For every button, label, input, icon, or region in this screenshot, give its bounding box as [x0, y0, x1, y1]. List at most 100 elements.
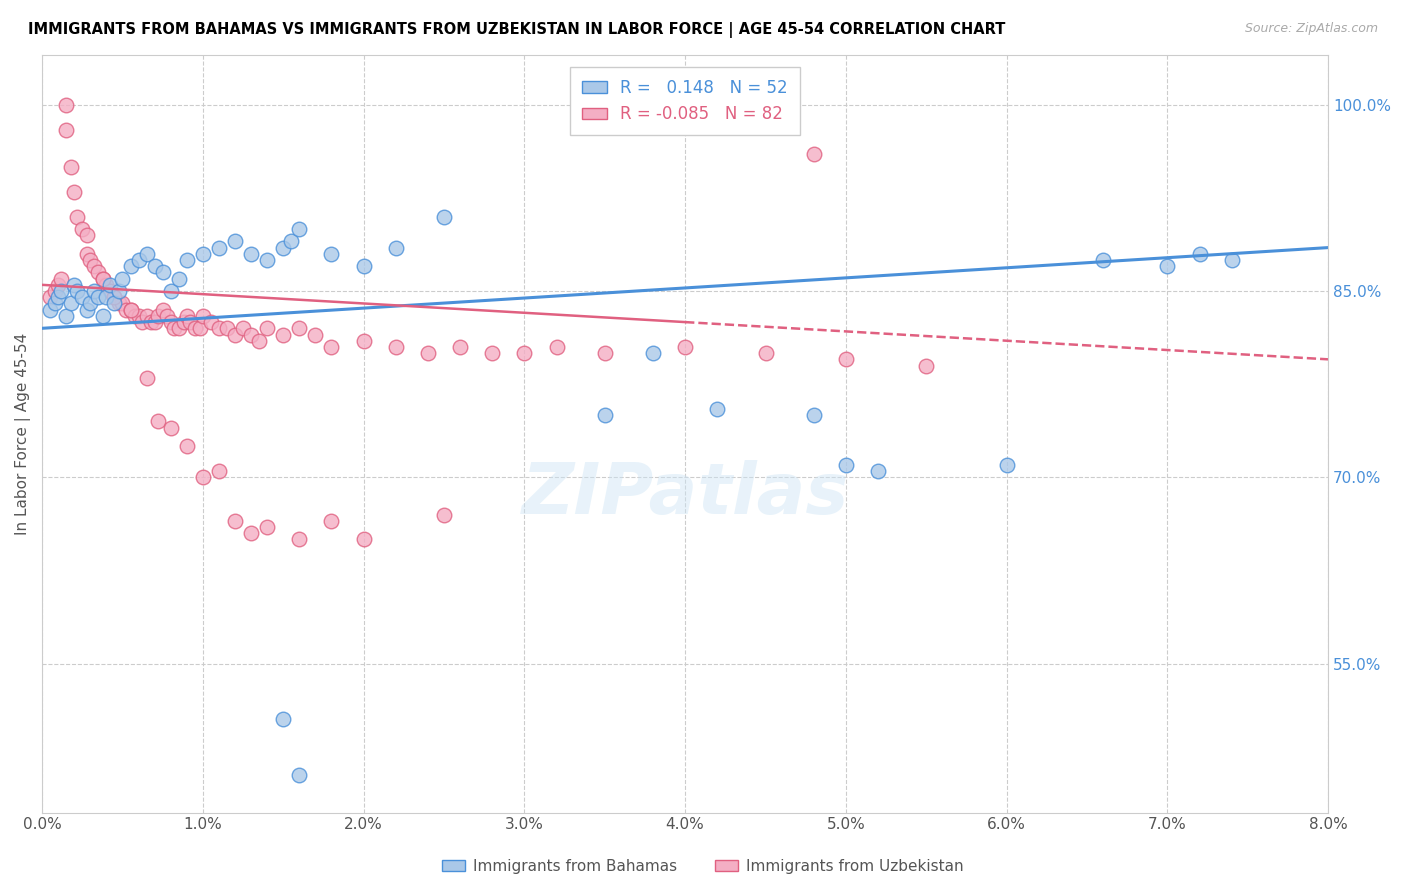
Point — [66, 210, 89, 224]
Point — [51, 284, 73, 298]
Point — [280, 235, 302, 249]
Point — [271, 713, 294, 727]
Point — [163, 321, 186, 335]
Point — [103, 296, 125, 310]
Point — [321, 247, 343, 261]
Point — [188, 321, 211, 335]
Point — [384, 340, 406, 354]
Point — [87, 290, 110, 304]
Point — [191, 309, 214, 323]
Point — [915, 359, 938, 373]
Point — [120, 302, 142, 317]
Point — [176, 439, 198, 453]
Point — [111, 271, 134, 285]
Point — [39, 302, 62, 317]
Point — [641, 346, 664, 360]
Point — [55, 97, 77, 112]
Point — [91, 309, 114, 323]
Point — [44, 284, 66, 298]
Point — [55, 309, 77, 323]
Point — [224, 327, 246, 342]
Point — [449, 340, 471, 354]
Point — [288, 768, 311, 782]
Point — [288, 222, 311, 236]
Point — [60, 296, 83, 310]
Point — [103, 290, 125, 304]
Point — [1092, 252, 1115, 267]
Point — [63, 277, 86, 292]
Point — [79, 252, 101, 267]
Point — [706, 402, 728, 417]
Point — [1220, 252, 1243, 267]
Point — [114, 302, 136, 317]
Point — [866, 464, 889, 478]
Point — [51, 271, 73, 285]
Point — [108, 296, 131, 310]
Point — [1188, 247, 1211, 261]
Point — [256, 321, 278, 335]
Point — [152, 302, 174, 317]
Point — [240, 327, 263, 342]
Legend: R =   0.148   N = 52, R = -0.085   N = 82: R = 0.148 N = 52, R = -0.085 N = 82 — [571, 67, 800, 135]
Point — [240, 526, 263, 541]
Point — [55, 122, 77, 136]
Point — [835, 352, 858, 367]
Point — [1156, 259, 1178, 273]
Point — [191, 470, 214, 484]
Point — [159, 315, 181, 329]
Point — [98, 277, 121, 292]
Point — [76, 302, 98, 317]
Point — [208, 321, 231, 335]
Point — [256, 252, 278, 267]
Point — [63, 185, 86, 199]
Point — [135, 371, 157, 385]
Point — [111, 296, 134, 310]
Point — [46, 290, 69, 304]
Point — [159, 420, 181, 434]
Point — [108, 284, 131, 298]
Point — [191, 247, 214, 261]
Point — [353, 334, 375, 348]
Point — [128, 309, 150, 323]
Point — [124, 309, 146, 323]
Point — [179, 315, 201, 329]
Point — [76, 228, 98, 243]
Point — [152, 265, 174, 279]
Point — [91, 271, 114, 285]
Point — [44, 296, 66, 310]
Legend: Immigrants from Bahamas, Immigrants from Uzbekistan: Immigrants from Bahamas, Immigrants from… — [436, 853, 970, 880]
Point — [673, 340, 696, 354]
Point — [167, 271, 190, 285]
Point — [995, 458, 1018, 472]
Point — [593, 408, 616, 422]
Y-axis label: In Labor Force | Age 45-54: In Labor Force | Age 45-54 — [15, 333, 31, 535]
Point — [60, 160, 83, 174]
Point — [146, 309, 169, 323]
Point — [481, 346, 503, 360]
Point — [66, 284, 89, 298]
Point — [803, 147, 825, 161]
Point — [176, 252, 198, 267]
Point — [91, 271, 114, 285]
Point — [173, 315, 195, 329]
Point — [353, 533, 375, 547]
Point — [803, 408, 825, 422]
Point — [83, 259, 105, 273]
Text: Source: ZipAtlas.com: Source: ZipAtlas.com — [1244, 22, 1378, 36]
Point — [76, 247, 98, 261]
Point — [384, 241, 406, 255]
Point — [835, 458, 858, 472]
Point — [135, 309, 157, 323]
Point — [46, 277, 69, 292]
Point — [288, 321, 311, 335]
Point — [143, 315, 166, 329]
Point — [754, 346, 776, 360]
Point — [83, 284, 105, 298]
Point — [240, 247, 263, 261]
Point — [256, 520, 278, 534]
Point — [156, 309, 179, 323]
Point — [593, 346, 616, 360]
Point — [321, 340, 343, 354]
Point — [224, 514, 246, 528]
Text: ZIPatlas: ZIPatlas — [522, 460, 849, 529]
